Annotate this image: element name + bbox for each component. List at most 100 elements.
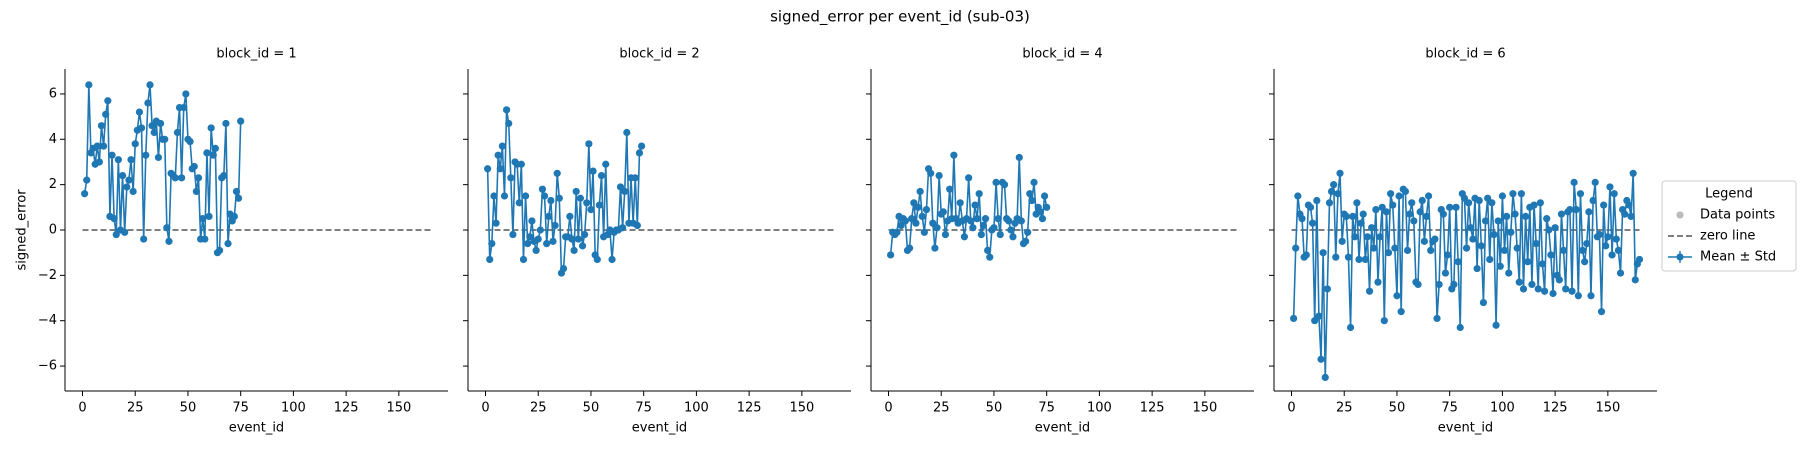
y-axis-label: signed_error: [15, 189, 30, 271]
data-point: [633, 221, 641, 230]
data-point: [1346, 323, 1355, 332]
data-point: [194, 174, 203, 182]
data-point: [1528, 280, 1536, 289]
data-point: [211, 144, 219, 152]
data-point: [509, 230, 517, 239]
data-point: [524, 240, 532, 248]
panel-title: block_id = 1: [216, 47, 296, 62]
data-point: [1462, 244, 1471, 252]
data-point: [1036, 208, 1044, 216]
data-point: [1393, 292, 1401, 300]
data-point: [1368, 224, 1376, 232]
data-point: [81, 190, 89, 198]
data-point: [1302, 251, 1310, 259]
data-point: [1559, 246, 1568, 255]
data-point: [203, 149, 211, 157]
data-point: [1361, 255, 1369, 264]
x-tick-label: 50: [583, 401, 600, 416]
data-point: [941, 230, 950, 239]
data-point: [996, 230, 1004, 239]
x-tick-label: 75: [232, 401, 249, 416]
data-point: [905, 244, 914, 252]
data-point: [140, 235, 148, 243]
data-point: [1332, 253, 1340, 261]
data-point: [1359, 210, 1367, 218]
data-point: [1363, 233, 1372, 241]
data-point: [488, 240, 496, 248]
data-point: [1427, 246, 1435, 255]
data-point: [618, 224, 627, 232]
data-point: [1452, 203, 1460, 211]
data-point: [517, 160, 525, 168]
legend-label: Data points: [1700, 208, 1775, 223]
x-tick-label: 100: [1087, 401, 1112, 416]
data-point: [589, 167, 597, 175]
data-point: [1604, 233, 1612, 241]
data-point: [1416, 208, 1424, 216]
x-axis-label: event_id: [632, 421, 687, 436]
data-point: [1481, 217, 1490, 225]
data-point: [1627, 212, 1635, 220]
data-point: [540, 192, 549, 200]
data-point: [1524, 258, 1532, 266]
data-point: [971, 201, 979, 209]
data-point: [1420, 237, 1428, 245]
data-point: [123, 183, 131, 191]
data-point: [1454, 258, 1462, 266]
x-tick-label: 25: [530, 401, 547, 416]
data-point: [583, 199, 591, 207]
data-point: [1600, 201, 1608, 209]
data-point: [1005, 217, 1013, 225]
x-tick-label: 150: [386, 401, 411, 416]
data-point: [1334, 190, 1342, 198]
data-point: [1555, 276, 1563, 284]
data-point: [534, 235, 542, 243]
data-point: [1414, 280, 1422, 289]
data-point: [519, 255, 528, 264]
data-point: [142, 151, 150, 159]
data-point: [1431, 235, 1439, 243]
data-point: [131, 140, 139, 148]
panel-title: block_id = 4: [1022, 47, 1102, 62]
data-point: [1038, 215, 1047, 223]
data-point: [1315, 312, 1323, 320]
data-point: [946, 185, 954, 193]
data-point: [568, 235, 576, 243]
data-point: [121, 228, 129, 236]
x-tick-label: 50: [986, 401, 1003, 416]
data-point: [1551, 224, 1559, 232]
data-point: [1342, 212, 1350, 220]
data-point: [528, 217, 536, 225]
legend-label: Mean ± Std: [1700, 250, 1776, 265]
data-point: [1026, 190, 1034, 198]
data-point: [95, 158, 103, 166]
x-tick-label: 50: [180, 401, 197, 416]
data-point: [559, 264, 568, 273]
data-point: [1410, 217, 1418, 225]
data-point: [979, 221, 988, 230]
legend-marker: [1676, 211, 1684, 219]
data-point: [201, 235, 209, 243]
data-point: [1443, 251, 1452, 259]
data-point: [1490, 230, 1498, 239]
legend-label: zero line: [1700, 229, 1755, 244]
data-point: [1492, 321, 1500, 329]
data-point: [1338, 237, 1346, 245]
data-point: [93, 142, 101, 150]
data-point: [1469, 235, 1477, 243]
data-point: [1294, 192, 1302, 200]
data-point: [545, 212, 553, 220]
data-point: [593, 255, 601, 264]
data-point: [1616, 269, 1625, 277]
data-point: [190, 162, 198, 171]
data-point: [1566, 205, 1574, 214]
data-point: [237, 117, 245, 125]
data-point: [97, 122, 106, 130]
data-point: [1365, 287, 1374, 295]
data-point: [939, 208, 947, 216]
data-point: [1465, 199, 1473, 207]
data-point: [1562, 285, 1570, 293]
data-point: [224, 240, 232, 248]
data-point: [1522, 212, 1530, 220]
x-tick-label: 100: [684, 401, 709, 416]
